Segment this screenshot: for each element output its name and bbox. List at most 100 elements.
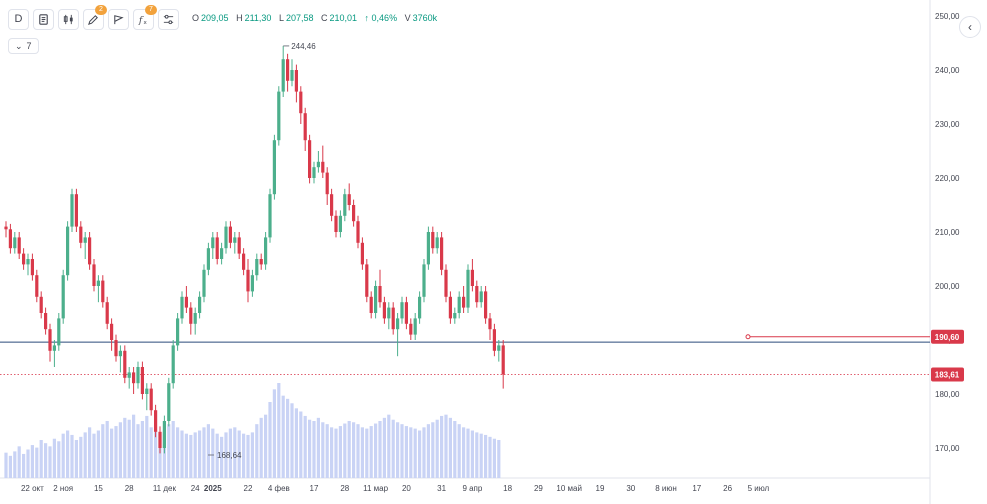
volume-label: V [404,13,411,23]
candle-body [224,226,228,249]
time-tick-label: 31 [437,484,446,493]
compare-button[interactable] [33,8,54,30]
volume-bar [343,423,347,478]
time-tick-label: 4 фев [268,484,290,493]
candle-body [246,269,250,292]
svg-text:f: f [138,15,144,26]
price-axis[interactable]: 250,00 240,00 230,00 220,00 210,00 200,00 190,… [935,12,960,453]
flag-icon [114,14,124,24]
candle-body [220,248,224,259]
candle-body [198,296,202,313]
time-tick-label: 29 [534,484,543,493]
time-axis[interactable]: 22 окт 2 ноя 15 28 11 дек 24 2025 22 4 фев 17 28 11… [21,484,770,493]
functions-badge: 7 [145,4,157,15]
price-lines [0,334,930,376]
pencil-icon [88,14,98,25]
volume-bar [484,434,488,478]
volume-bars [4,383,501,478]
annotations: 244,46 168,64 [208,42,316,460]
volume-bar [308,419,312,478]
volume-bar [444,414,448,478]
sliders-icon [163,14,174,24]
price-tick-label: 240,00 [935,66,960,75]
interval-label: D [14,13,23,25]
price-tick-label: 220,00 [935,174,960,183]
price-tick-label: 210,00 [935,228,960,237]
candle-body [17,237,21,254]
volume-bar [176,427,180,478]
candle-body [312,167,316,178]
drawing-button[interactable] [108,8,129,30]
document-icon [39,13,48,25]
candle-body [140,367,144,394]
candle-body [202,269,206,297]
candle-body [114,340,118,357]
volume-bar [105,421,109,478]
volume-bar [242,433,246,478]
volume-bar [114,426,118,478]
candle-body [250,275,254,292]
volume-bar [431,422,435,478]
candle-body [30,259,34,276]
indicators-button[interactable]: 2 [83,4,107,30]
candle-body [79,226,83,243]
volume-bar [158,433,162,478]
interval-button[interactable]: D [8,8,29,30]
volume-bar [35,447,39,478]
candle-body [149,388,153,411]
volume-bar [497,440,501,478]
candle-body [418,296,422,319]
candle-body [123,350,127,378]
volume-bar [250,432,254,478]
volume-bar [162,432,166,478]
candles-icon [63,14,73,24]
time-tick-label: 28 [125,484,134,493]
volume-bar [264,414,268,478]
time-tick-label: 17 [310,484,319,493]
candle-body [382,302,386,319]
volume-bar [17,446,21,478]
candle-body [330,194,334,216]
low-value: 207,58 [285,13,314,23]
candle-body [286,59,290,81]
candle-body [409,323,413,335]
volume-bar [136,424,140,478]
candle-body [497,345,501,351]
time-tick-label: 19 [596,484,605,493]
candle-body [22,253,26,265]
volume-bar [180,430,184,478]
candle-body [378,286,382,303]
settings-button[interactable] [158,8,179,30]
candle-body [448,296,452,319]
volume-bar [13,451,17,478]
volume-bar [365,428,369,478]
candle-body [26,259,30,265]
collapse-panel-button[interactable]: ‹ [959,16,981,38]
candle-body [396,318,400,330]
candle-body [484,291,488,319]
chart-type-button[interactable] [58,8,79,30]
volume-bar [39,440,43,478]
volume-bar [96,430,100,478]
volume-bar [418,430,422,478]
candle-body [105,302,109,324]
volume-bar [440,415,444,478]
volume-bar [44,443,48,478]
study-toggle-button[interactable]: ⌄ 7 [8,38,39,54]
volume-bar [290,403,294,478]
time-tick-label: 15 [94,484,103,493]
volume-bar [475,432,479,478]
volume-bar [479,433,483,478]
volume-bar [184,433,188,478]
candle-body [431,232,435,249]
candle-body [44,313,48,330]
time-tick-label: 8 июн [655,484,677,493]
candle-body [48,329,52,351]
marker-dot [745,334,751,340]
volume-bar [391,419,395,478]
volume-bar [8,455,12,478]
candle-body [61,275,65,319]
